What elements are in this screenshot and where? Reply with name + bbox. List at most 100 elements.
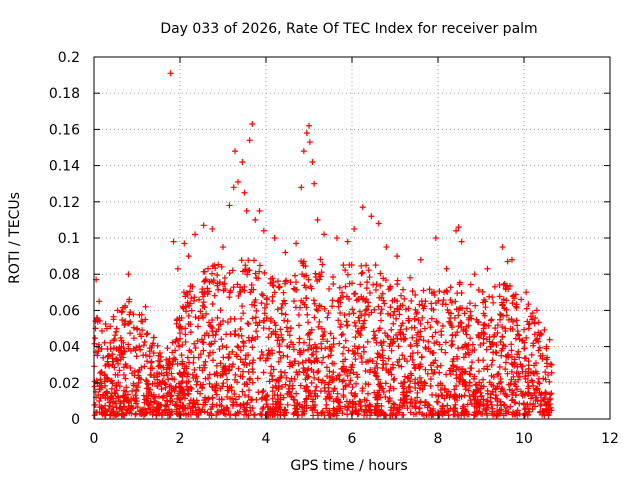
data-point [241,287,248,294]
data-point [441,409,448,416]
data-point [461,369,468,376]
data-point [323,364,330,371]
data-point [175,323,182,330]
data-point [395,343,402,350]
data-point [507,325,514,332]
data-point [293,279,300,286]
data-point [300,148,307,155]
data-point [327,412,334,419]
data-point [541,326,548,333]
data-point [477,389,484,396]
data-point [319,325,326,332]
data-point [117,400,124,407]
data-point [461,379,468,386]
data-point [132,392,139,399]
data-point [444,392,451,399]
data-point [416,301,423,308]
data-point [413,410,420,417]
data-point [336,340,343,347]
data-point [100,354,107,361]
data-point [449,324,456,331]
data-point [112,400,119,407]
data-point [140,412,147,419]
data-point [497,388,504,395]
data-point [106,402,113,409]
data-point [126,409,133,416]
data-point [258,300,265,307]
data-point [344,372,351,379]
data-point [468,359,475,366]
y-tick-label: 0.14 [49,159,80,175]
data-point [239,158,246,165]
x-tick-label: 6 [348,431,357,447]
data-point [445,388,452,395]
data-point [142,411,149,418]
data-point [295,311,302,318]
data-point [333,375,340,382]
data-point [270,328,277,335]
data-point [424,404,431,411]
data-point [464,401,471,408]
data-point [352,356,359,363]
data-point [335,303,342,310]
data-point [105,352,112,359]
data-point [546,391,553,398]
data-point [512,335,519,342]
data-point [244,381,251,388]
data-point [275,278,282,285]
data-point [290,396,297,403]
data-point [168,370,175,377]
data-point [258,348,265,355]
data-point [323,401,330,408]
data-point [503,393,510,400]
data-point [221,280,228,287]
data-point [305,276,312,283]
data-point [302,357,309,364]
data-point [322,345,329,352]
data-point [362,367,369,374]
x-tick-label: 8 [434,431,443,447]
data-point [242,262,249,269]
data-point [327,330,334,337]
data-point [505,286,512,293]
data-point [372,286,379,293]
data-point [200,362,207,369]
data-point [160,364,167,371]
data-point [448,299,455,306]
data-point [417,333,424,340]
data-point [384,333,391,340]
data-point [494,329,501,336]
y-tick-label: 0.18 [49,86,80,102]
data-point [448,365,455,372]
data-point [142,316,149,323]
data-point [330,388,337,395]
data-point [277,401,284,408]
data-point [296,347,303,354]
data-point [385,286,392,293]
data-point [257,410,264,417]
data-point [95,344,102,351]
data-point [532,314,539,321]
data-point [116,383,123,390]
data-point [196,296,203,303]
data-point [171,376,178,383]
data-point [270,366,277,373]
data-point [376,406,383,413]
data-point [508,397,515,404]
data-point [115,410,122,417]
data-point [497,375,504,382]
data-point [209,357,216,364]
data-point [155,393,162,400]
data-point [226,269,233,276]
data-point [415,380,422,387]
data-point [189,404,196,411]
data-point [393,331,400,338]
data-point [419,302,426,309]
data-point [480,321,487,328]
data-point [194,337,201,344]
data-point [147,365,154,372]
data-point [450,405,457,412]
data-point [234,281,241,288]
data-point [290,285,297,292]
data-point [288,393,295,400]
